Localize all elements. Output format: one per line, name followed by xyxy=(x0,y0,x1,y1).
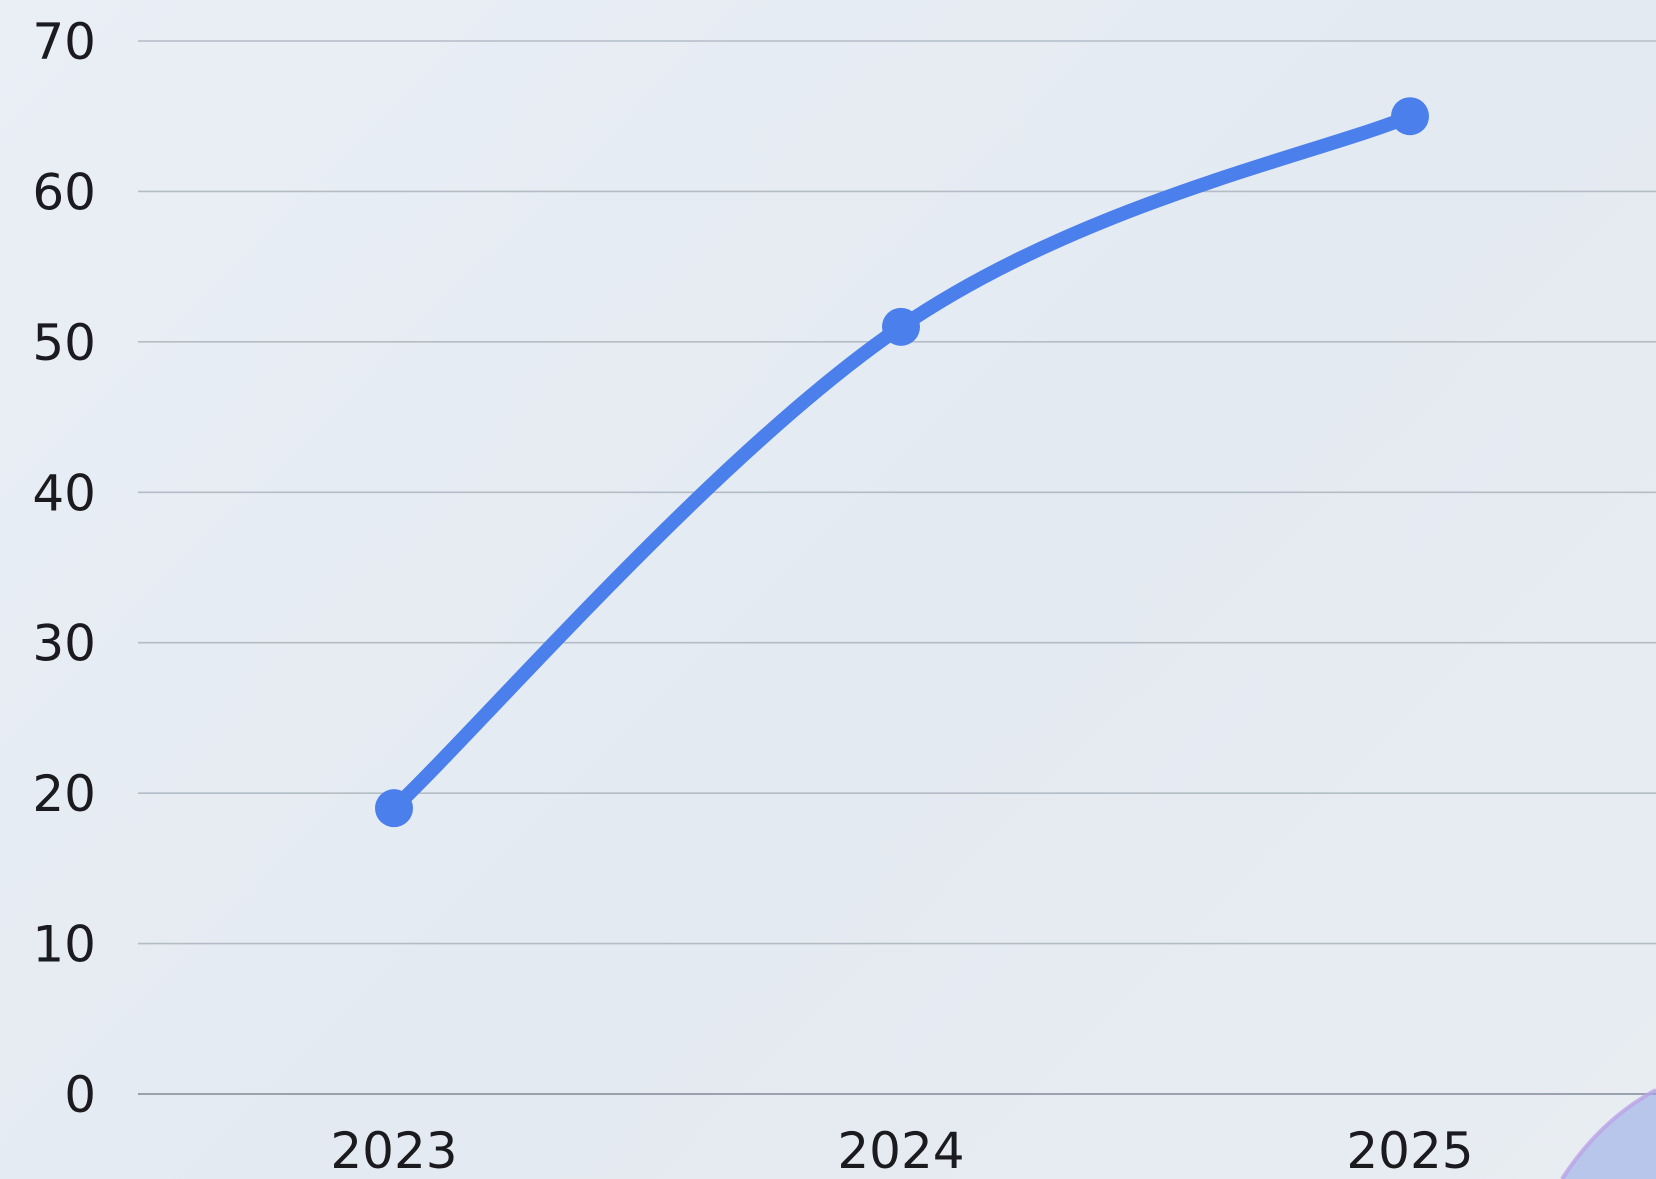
series-layer xyxy=(375,97,1429,828)
corner-decoration xyxy=(1562,1090,1656,1179)
y-tick-label: 30 xyxy=(32,615,96,673)
x-axis-ticks: 2023 2024 2025 xyxy=(330,1122,1473,1179)
data-point-2023 xyxy=(375,789,413,828)
y-axis-ticks: 0 10 20 30 40 50 60 70 xyxy=(32,13,96,1124)
y-tick-label: 60 xyxy=(32,163,96,221)
corner-decoration-stroke xyxy=(1560,1088,1656,1179)
data-point-2025 xyxy=(1391,97,1429,136)
x-tick-label: 2024 xyxy=(837,1122,964,1179)
y-tick-label: 50 xyxy=(32,314,96,372)
gridlines xyxy=(138,40,1656,1095)
y-tick-label: 0 xyxy=(64,1066,96,1124)
series-line-0 xyxy=(387,109,1417,816)
x-tick-label: 2025 xyxy=(1346,1122,1473,1179)
x-tick-label: 2023 xyxy=(330,1122,457,1179)
y-tick-label: 40 xyxy=(32,464,96,522)
y-tick-label: 10 xyxy=(32,916,96,974)
y-tick-label: 20 xyxy=(32,765,96,823)
data-point-2024 xyxy=(882,307,920,346)
y-tick-label: 70 xyxy=(32,13,96,71)
